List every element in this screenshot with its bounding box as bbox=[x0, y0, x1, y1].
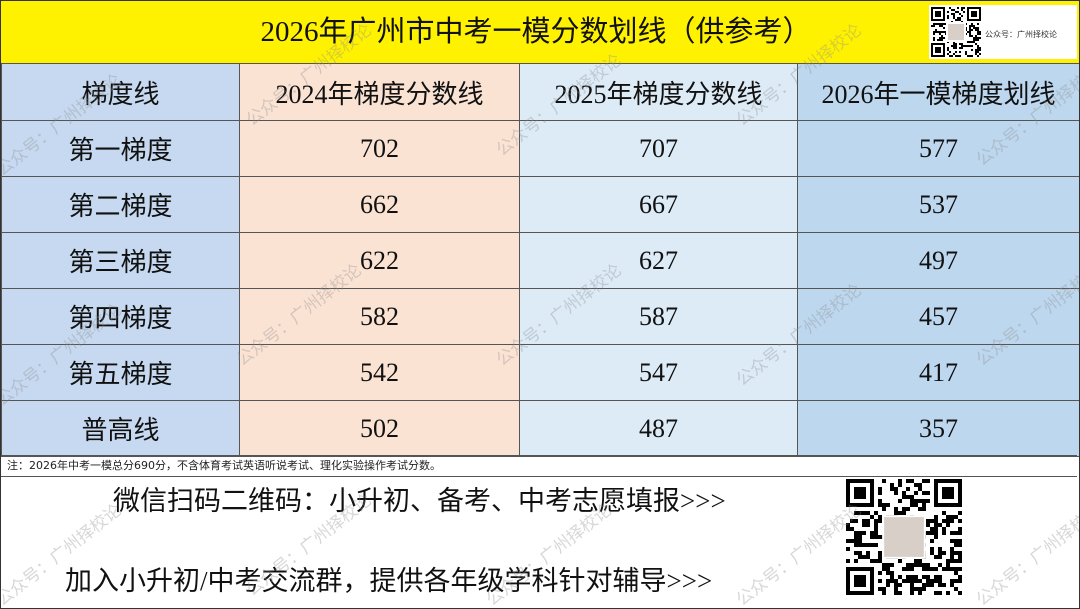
score-cell: 627 bbox=[519, 232, 798, 289]
row-label: 第三梯度 bbox=[1, 232, 240, 289]
score-cell: 702 bbox=[239, 120, 520, 177]
score-cell: 457 bbox=[797, 288, 1079, 345]
score-cell: 542 bbox=[239, 344, 520, 401]
footer-line: 微信扫码二维码：小升初、备考、中考志愿填报>>> bbox=[113, 486, 726, 516]
column-header: 2026年一模梯度划线 bbox=[797, 63, 1079, 121]
table-row: 第一梯度 702 707 577 bbox=[1, 120, 1079, 177]
title-bar: 2026年广州市中考一模分数划线（供参考） 公众号：广州择校论 bbox=[1, 1, 1079, 64]
table-row: 第二梯度 662 667 537 bbox=[1, 176, 1079, 233]
score-cell: 417 bbox=[797, 344, 1079, 401]
qr-code bbox=[846, 479, 962, 595]
table-row: 第五梯度 542 547 417 bbox=[1, 344, 1079, 401]
score-cell: 502 bbox=[239, 400, 520, 457]
qr-caption: 公众号：广州择校论 bbox=[985, 30, 1057, 39]
table-body: 梯度线 2024年梯度分数线 2025年梯度分数线 2026年一模梯度划线 第一梯度 70… bbox=[1, 63, 1079, 457]
score-cell: 707 bbox=[519, 120, 798, 177]
row-label: 第四梯度 bbox=[1, 288, 240, 345]
score-cell: 667 bbox=[519, 176, 798, 233]
score-cell: 547 bbox=[519, 344, 798, 401]
score-cell: 587 bbox=[519, 288, 798, 345]
score-cell: 537 bbox=[797, 176, 1079, 233]
header-row: 梯度线 2024年梯度分数线 2025年梯度分数线 2026年一模梯度划线 bbox=[1, 63, 1079, 121]
row-label: 第五梯度 bbox=[1, 344, 240, 401]
score-cell: 357 bbox=[797, 400, 1079, 457]
score-cell: 662 bbox=[239, 176, 520, 233]
score-cell: 622 bbox=[239, 232, 520, 289]
column-header: 梯度线 bbox=[1, 63, 240, 121]
qr-pattern bbox=[846, 479, 962, 595]
watermark: 公众号：广州择校论 bbox=[972, 500, 1080, 609]
row-label: 第二梯度 bbox=[1, 176, 240, 233]
score-cell: 487 bbox=[519, 400, 798, 457]
table-row: 第四梯度 582 587 457 bbox=[1, 288, 1079, 345]
table-row: 普高线 502 487 357 bbox=[1, 400, 1079, 457]
column-header: 2024年梯度分数线 bbox=[239, 63, 520, 121]
table-row: 第三梯度 622 627 497 bbox=[1, 232, 1079, 289]
footer-line: 加入小升初/中考交流群，提供各年级学科针对辅导>>> bbox=[65, 566, 713, 596]
row-label: 第一梯度 bbox=[1, 120, 240, 177]
score-cell: 577 bbox=[797, 120, 1079, 177]
title: 2026年广州市中考一模分数划线（供参考） bbox=[260, 16, 812, 48]
column-header: 2025年梯度分数线 bbox=[519, 63, 798, 121]
qr-code-small bbox=[929, 5, 1077, 59]
score-cell: 582 bbox=[239, 288, 520, 345]
row-label: 普高线 bbox=[1, 400, 240, 457]
score-cell: 497 bbox=[797, 232, 1079, 289]
score-table: 梯度线 2024年梯度分数线 2025年梯度分数线 2026年一模梯度划线 第一梯度 70… bbox=[1, 63, 1079, 457]
qr-avatar bbox=[946, 22, 966, 42]
qr-avatar bbox=[882, 515, 926, 559]
note: 注：2026年中考一模总分690分，不含体育考试英语听说考试、理化实验操作考试分… bbox=[1, 455, 1077, 477]
